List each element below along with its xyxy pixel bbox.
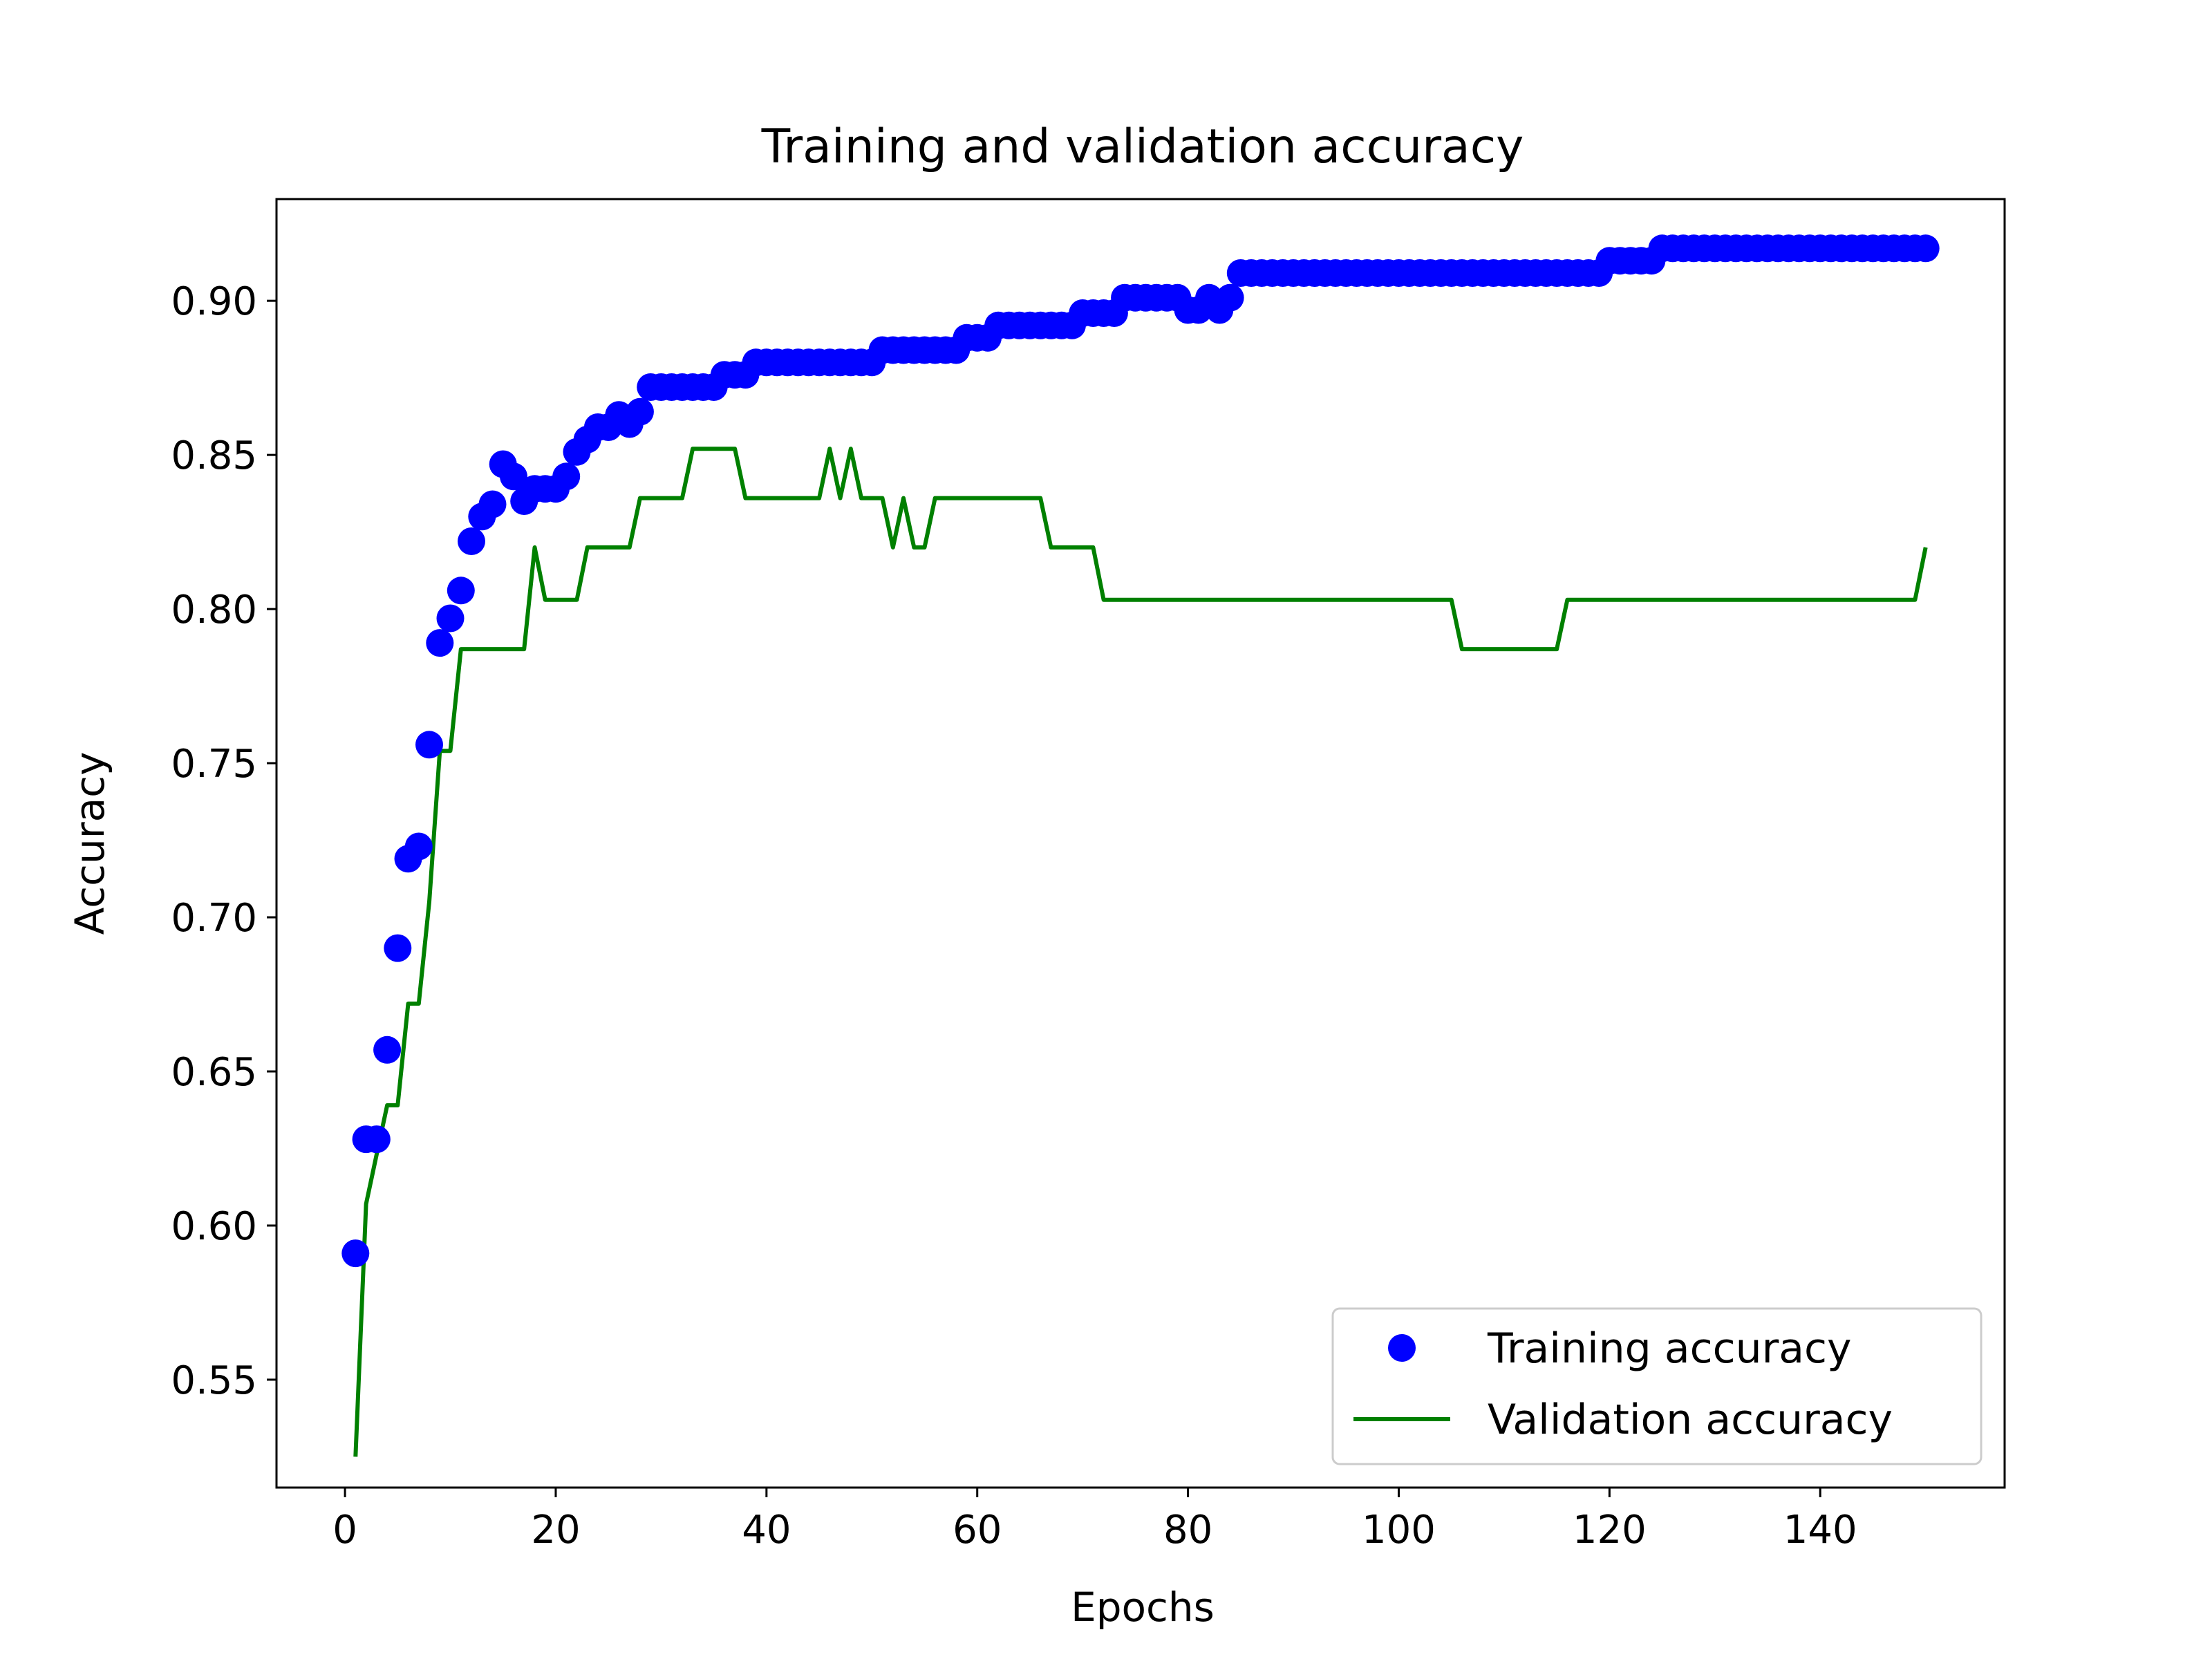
legend-training-marker: [1388, 1334, 1416, 1362]
x-tick-label: 20: [531, 1508, 580, 1553]
training-accuracy-point: [341, 1239, 370, 1268]
training-accuracy-point: [478, 490, 507, 518]
chart-title: Training and validation accuracy: [761, 120, 1524, 174]
x-tick-label: 100: [1362, 1508, 1436, 1553]
plot-area: [275, 198, 2006, 1489]
x-tick-label: 140: [1783, 1508, 1857, 1553]
training-accuracy-point: [447, 577, 475, 605]
training-series: [341, 234, 1940, 1268]
x-axis-ticks: 0 20 40 60 80 100 120 140: [332, 1488, 1857, 1553]
x-tick-label: 120: [1573, 1508, 1647, 1553]
training-accuracy-point: [626, 397, 654, 426]
training-accuracy-point: [436, 604, 465, 632]
x-axis-label: Epochs: [1071, 1584, 1215, 1631]
training-accuracy-point: [1216, 283, 1244, 312]
y-tick-label: 0.70: [171, 896, 257, 941]
legend-training-label: Training accuracy: [1487, 1324, 1852, 1373]
x-tick-label: 60: [953, 1508, 1002, 1553]
y-tick-label: 0.80: [171, 588, 257, 632]
legend: Training accuracy Validation accuracy: [1331, 1307, 1983, 1465]
y-tick-label: 0.85: [171, 433, 257, 478]
x-tick-label: 80: [1163, 1508, 1212, 1553]
legend-box: [1331, 1307, 1983, 1465]
training-accuracy-point: [362, 1125, 391, 1154]
y-tick-label: 0.90: [171, 279, 257, 324]
training-accuracy-point: [552, 462, 581, 491]
y-tick-label: 0.55: [171, 1358, 257, 1403]
training-accuracy-point: [415, 731, 443, 759]
validation-series: [353, 447, 1928, 1457]
training-accuracy-point: [384, 934, 412, 962]
y-axis-ticks: 0.55 0.60 0.65 0.70 0.75 0.80 0.85 0.90: [171, 279, 276, 1403]
training-accuracy-point: [458, 527, 485, 555]
legend-validation-label: Validation accuracy: [1488, 1396, 1893, 1444]
y-tick-label: 0.65: [171, 1050, 257, 1095]
y-tick-label: 0.75: [171, 742, 257, 787]
validation-accuracy-line: [353, 447, 1928, 1457]
training-accuracy-point: [500, 462, 527, 491]
training-accuracy-point: [373, 1035, 402, 1064]
training-accuracy-point: [404, 832, 433, 861]
training-accuracy-point: [426, 629, 454, 657]
axes-frame: [275, 198, 2006, 1489]
y-axis-label: Accuracy: [66, 752, 113, 935]
training-accuracy-point: [1911, 234, 1940, 263]
x-tick-label: 40: [742, 1508, 791, 1553]
x-tick-label: 0: [332, 1508, 357, 1553]
y-tick-label: 0.60: [171, 1204, 257, 1249]
